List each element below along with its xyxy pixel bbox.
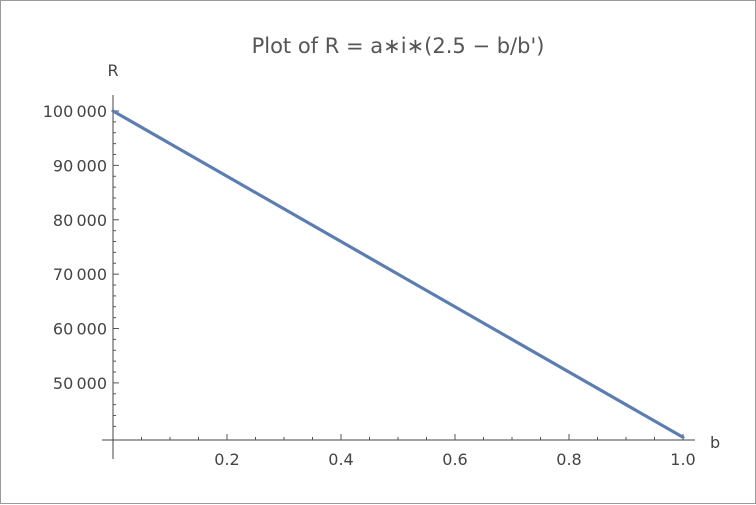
x-tick-label: 0.4 bbox=[328, 450, 353, 469]
x-tick-label: 1.0 bbox=[670, 450, 695, 469]
series-line bbox=[111, 109, 685, 439]
ticks-layer: 0.2 0.4 0.6 0.8 1.0 50 000 60 000 70 000 80 000 9… bbox=[43, 102, 696, 469]
y-tick-label: 60 000 bbox=[53, 320, 107, 339]
y-tick-label: 80 000 bbox=[53, 211, 107, 230]
x-axis-label: b bbox=[710, 433, 720, 452]
chart-title: Plot of R = a∗i∗(2.5 − b/b') bbox=[252, 34, 545, 58]
y-tick-label: 90 000 bbox=[53, 156, 107, 175]
y-axis-label: R bbox=[107, 61, 118, 80]
series-layer bbox=[111, 109, 685, 439]
y-tick-label: 100 000 bbox=[43, 102, 107, 121]
x-tick-label: 0.8 bbox=[556, 450, 581, 469]
x-tick-label: 0.2 bbox=[214, 450, 239, 469]
y-tick-label: 70 000 bbox=[53, 265, 107, 284]
x-tick-label: 0.6 bbox=[442, 450, 467, 469]
y-tick-label: 50 000 bbox=[53, 374, 107, 393]
